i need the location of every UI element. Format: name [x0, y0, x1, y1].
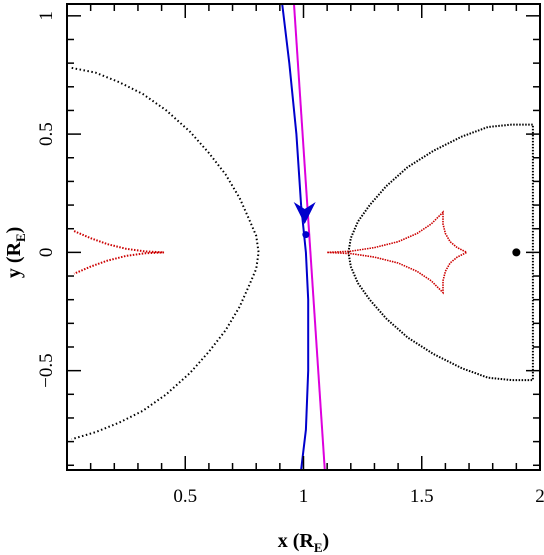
straight-trajectory-line	[293, 3, 326, 471]
curves-layer	[71, 3, 534, 471]
y-tick-label: 0.5	[36, 122, 57, 146]
y-axis-label: y (RE)	[3, 227, 28, 278]
y-tick-label: 1	[36, 11, 57, 21]
x-tick-label: 1.5	[410, 486, 434, 507]
caustic-right	[327, 210, 469, 295]
axis-ticks: 0.5 1 1.5 2 −0.5 0 0.5 1	[36, 4, 544, 507]
critical-curve-right	[347, 123, 534, 382]
x-tick-label: 0.5	[173, 486, 197, 507]
lens-position-marker	[512, 248, 521, 257]
x-tick-label: 2	[535, 486, 544, 507]
critical-curve-left	[71, 66, 260, 441]
source-trajectory-curve	[281, 3, 310, 471]
y-tick-label: 0	[36, 248, 57, 258]
trajectory-arrow-head	[293, 201, 316, 224]
x-axis-label: x (RE)	[278, 530, 329, 555]
y-tick-label: −0.5	[36, 353, 57, 387]
x-tick-label: 1	[299, 486, 309, 507]
caustic-left	[73, 230, 165, 275]
source-position-marker	[302, 231, 310, 239]
